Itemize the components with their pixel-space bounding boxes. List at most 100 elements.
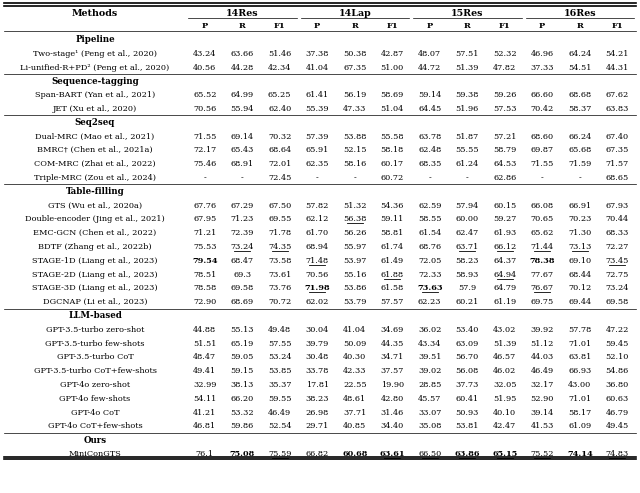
Text: 65.62: 65.62 bbox=[531, 229, 554, 237]
Text: 65.52: 65.52 bbox=[193, 91, 216, 99]
Text: 32.05: 32.05 bbox=[493, 381, 516, 389]
Text: 53.88: 53.88 bbox=[343, 133, 367, 141]
Text: 52.15: 52.15 bbox=[343, 146, 367, 154]
Text: GPT-4o zero-shot: GPT-4o zero-shot bbox=[60, 381, 130, 389]
Text: JET (Xu et al., 2020): JET (Xu et al., 2020) bbox=[53, 105, 137, 113]
Text: 44.28: 44.28 bbox=[230, 64, 254, 71]
Text: 19.90: 19.90 bbox=[381, 381, 404, 389]
Text: 37.71: 37.71 bbox=[343, 409, 366, 417]
Text: 38.23: 38.23 bbox=[305, 395, 329, 403]
Text: 51.39: 51.39 bbox=[493, 340, 516, 348]
Text: 66.08: 66.08 bbox=[531, 202, 554, 210]
Text: 55.97: 55.97 bbox=[343, 243, 367, 251]
Text: 73.61: 73.61 bbox=[268, 271, 291, 279]
Text: 37.38: 37.38 bbox=[305, 50, 329, 58]
Text: 42.33: 42.33 bbox=[343, 367, 367, 375]
Text: 56.26: 56.26 bbox=[343, 229, 367, 237]
Text: 57.55: 57.55 bbox=[268, 340, 291, 348]
Text: 34.40: 34.40 bbox=[381, 423, 404, 430]
Text: 51.32: 51.32 bbox=[343, 202, 367, 210]
Text: 46.96: 46.96 bbox=[531, 50, 554, 58]
Text: 60.15: 60.15 bbox=[493, 202, 516, 210]
Text: 74.35: 74.35 bbox=[268, 243, 291, 251]
Text: Sequence-tagging: Sequence-tagging bbox=[51, 77, 139, 86]
Text: 63.71: 63.71 bbox=[456, 243, 479, 251]
Text: 68.47: 68.47 bbox=[230, 257, 254, 265]
Text: 63.78: 63.78 bbox=[418, 133, 442, 141]
Text: Span-BART (Yan et al., 2021): Span-BART (Yan et al., 2021) bbox=[35, 91, 155, 99]
Text: 35.08: 35.08 bbox=[418, 423, 442, 430]
Text: 47.22: 47.22 bbox=[605, 326, 629, 334]
Text: 59.14: 59.14 bbox=[418, 91, 442, 99]
Text: 61.54: 61.54 bbox=[418, 229, 442, 237]
Text: 39.51: 39.51 bbox=[418, 353, 442, 361]
Text: 68.91: 68.91 bbox=[230, 160, 254, 168]
Text: 60.17: 60.17 bbox=[381, 160, 404, 168]
Text: 78.38: 78.38 bbox=[529, 257, 555, 265]
Text: 17.81: 17.81 bbox=[306, 381, 329, 389]
Text: 57.82: 57.82 bbox=[305, 202, 329, 210]
Text: 71.48: 71.48 bbox=[306, 257, 329, 265]
Text: 62.47: 62.47 bbox=[456, 229, 479, 237]
Text: GPT-4o few-shots: GPT-4o few-shots bbox=[60, 395, 131, 403]
Text: 70.44: 70.44 bbox=[605, 215, 629, 223]
Text: 58.93: 58.93 bbox=[456, 271, 479, 279]
Text: 70.56: 70.56 bbox=[306, 271, 329, 279]
Text: 61.74: 61.74 bbox=[381, 243, 404, 251]
Text: 70.72: 70.72 bbox=[268, 298, 291, 306]
Text: 16Res: 16Res bbox=[563, 9, 596, 19]
Text: 32.99: 32.99 bbox=[193, 381, 216, 389]
Text: 65.15: 65.15 bbox=[492, 450, 517, 458]
Text: 74.14: 74.14 bbox=[567, 450, 593, 458]
Text: 75.08: 75.08 bbox=[230, 450, 255, 458]
Text: 68.68: 68.68 bbox=[568, 91, 591, 99]
Text: -: - bbox=[428, 174, 431, 182]
Text: 59.86: 59.86 bbox=[230, 423, 254, 430]
Text: 39.02: 39.02 bbox=[418, 367, 442, 375]
Text: 68.94: 68.94 bbox=[306, 243, 329, 251]
Text: 44.72: 44.72 bbox=[418, 64, 442, 71]
Text: 41.53: 41.53 bbox=[531, 423, 554, 430]
Text: 71.98: 71.98 bbox=[305, 284, 330, 292]
Text: 54.11: 54.11 bbox=[193, 395, 216, 403]
Text: LLM-based: LLM-based bbox=[68, 312, 122, 320]
Text: 72.45: 72.45 bbox=[268, 174, 291, 182]
Text: 50.09: 50.09 bbox=[343, 340, 366, 348]
Text: GPT-4o CoT+few-shots: GPT-4o CoT+few-shots bbox=[47, 423, 142, 430]
Text: 51.04: 51.04 bbox=[381, 105, 404, 113]
Text: 77.67: 77.67 bbox=[531, 271, 554, 279]
Text: BMRC† (Chen et al., 2021a): BMRC† (Chen et al., 2021a) bbox=[37, 146, 153, 154]
Text: 65.19: 65.19 bbox=[230, 340, 254, 348]
Text: 75.59: 75.59 bbox=[268, 450, 291, 458]
Text: 67.35: 67.35 bbox=[605, 146, 629, 154]
Text: F1: F1 bbox=[387, 22, 398, 30]
Text: 63.86: 63.86 bbox=[454, 450, 480, 458]
Text: 55.58: 55.58 bbox=[381, 133, 404, 141]
Text: 72.05: 72.05 bbox=[418, 257, 442, 265]
Text: 59.05: 59.05 bbox=[230, 353, 254, 361]
Text: 46.02: 46.02 bbox=[493, 367, 516, 375]
Text: 70.56: 70.56 bbox=[193, 105, 216, 113]
Text: 62.35: 62.35 bbox=[305, 160, 329, 168]
Text: Pipeline: Pipeline bbox=[75, 35, 115, 44]
Text: 73.76: 73.76 bbox=[268, 284, 291, 292]
Text: 73.24: 73.24 bbox=[605, 284, 629, 292]
Text: 46.49: 46.49 bbox=[531, 367, 554, 375]
Text: 47.33: 47.33 bbox=[343, 105, 367, 113]
Text: DGCNAP (Li et al., 2023): DGCNAP (Li et al., 2023) bbox=[43, 298, 147, 306]
Text: 65.43: 65.43 bbox=[230, 146, 254, 154]
Text: 67.95: 67.95 bbox=[193, 215, 216, 223]
Text: 63.81: 63.81 bbox=[568, 353, 591, 361]
Text: 40.10: 40.10 bbox=[493, 409, 516, 417]
Text: 57.21: 57.21 bbox=[493, 133, 516, 141]
Text: 33.78: 33.78 bbox=[305, 367, 329, 375]
Text: P: P bbox=[427, 22, 433, 30]
Text: STAGE-3D (Liang et al., 2023): STAGE-3D (Liang et al., 2023) bbox=[32, 284, 158, 292]
Text: 61.19: 61.19 bbox=[493, 298, 516, 306]
Text: 51.46: 51.46 bbox=[268, 50, 291, 58]
Text: 60.00: 60.00 bbox=[456, 215, 479, 223]
Text: 57.94: 57.94 bbox=[456, 202, 479, 210]
Text: 71.30: 71.30 bbox=[568, 229, 591, 237]
Text: 59.45: 59.45 bbox=[605, 340, 629, 348]
Text: 53.86: 53.86 bbox=[343, 284, 367, 292]
